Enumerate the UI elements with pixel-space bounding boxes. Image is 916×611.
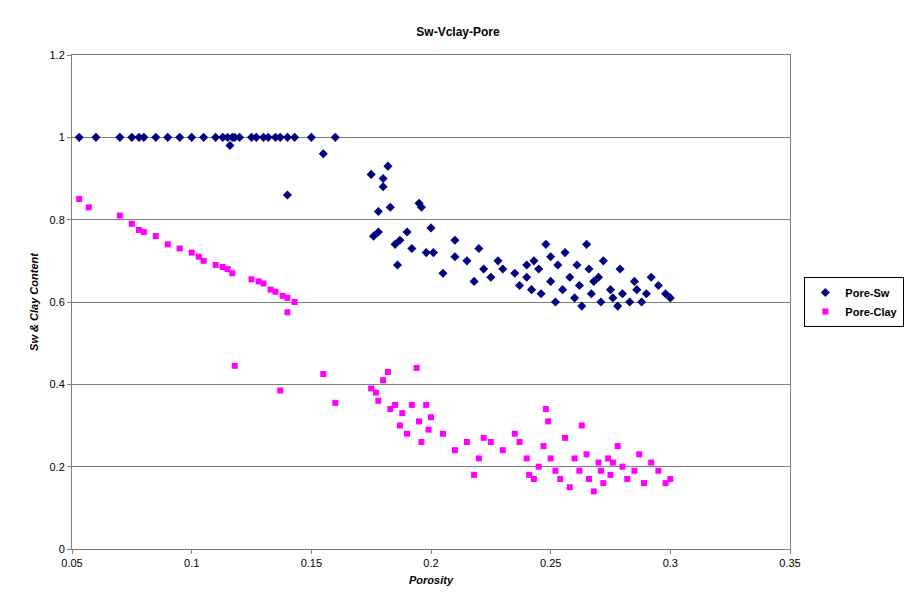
svg-text:Pore-Clay: Pore-Clay (845, 306, 897, 318)
svg-text:0.3: 0.3 (663, 557, 678, 569)
svg-text:0.4: 0.4 (50, 378, 65, 390)
svg-text:Porosity: Porosity (409, 574, 454, 586)
svg-text:0.6: 0.6 (50, 296, 65, 308)
svg-text:0.25: 0.25 (540, 557, 561, 569)
svg-text:Sw & Clay Content: Sw & Clay Content (28, 252, 40, 351)
svg-text:0: 0 (59, 543, 65, 555)
svg-text:0.8: 0.8 (50, 214, 65, 226)
svg-text:0.35: 0.35 (779, 557, 800, 569)
svg-text:0.2: 0.2 (50, 461, 65, 473)
svg-text:Pore-Sw: Pore-Sw (845, 287, 889, 299)
svg-text:0.15: 0.15 (301, 557, 322, 569)
svg-text:Sw-Vclay-Pore: Sw-Vclay-Pore (416, 25, 500, 39)
svg-text:0.05: 0.05 (61, 557, 82, 569)
svg-text:0.2: 0.2 (423, 557, 438, 569)
svg-text:1.2: 1.2 (50, 49, 65, 61)
svg-text:0.1: 0.1 (184, 557, 199, 569)
svg-text:1: 1 (59, 131, 65, 143)
